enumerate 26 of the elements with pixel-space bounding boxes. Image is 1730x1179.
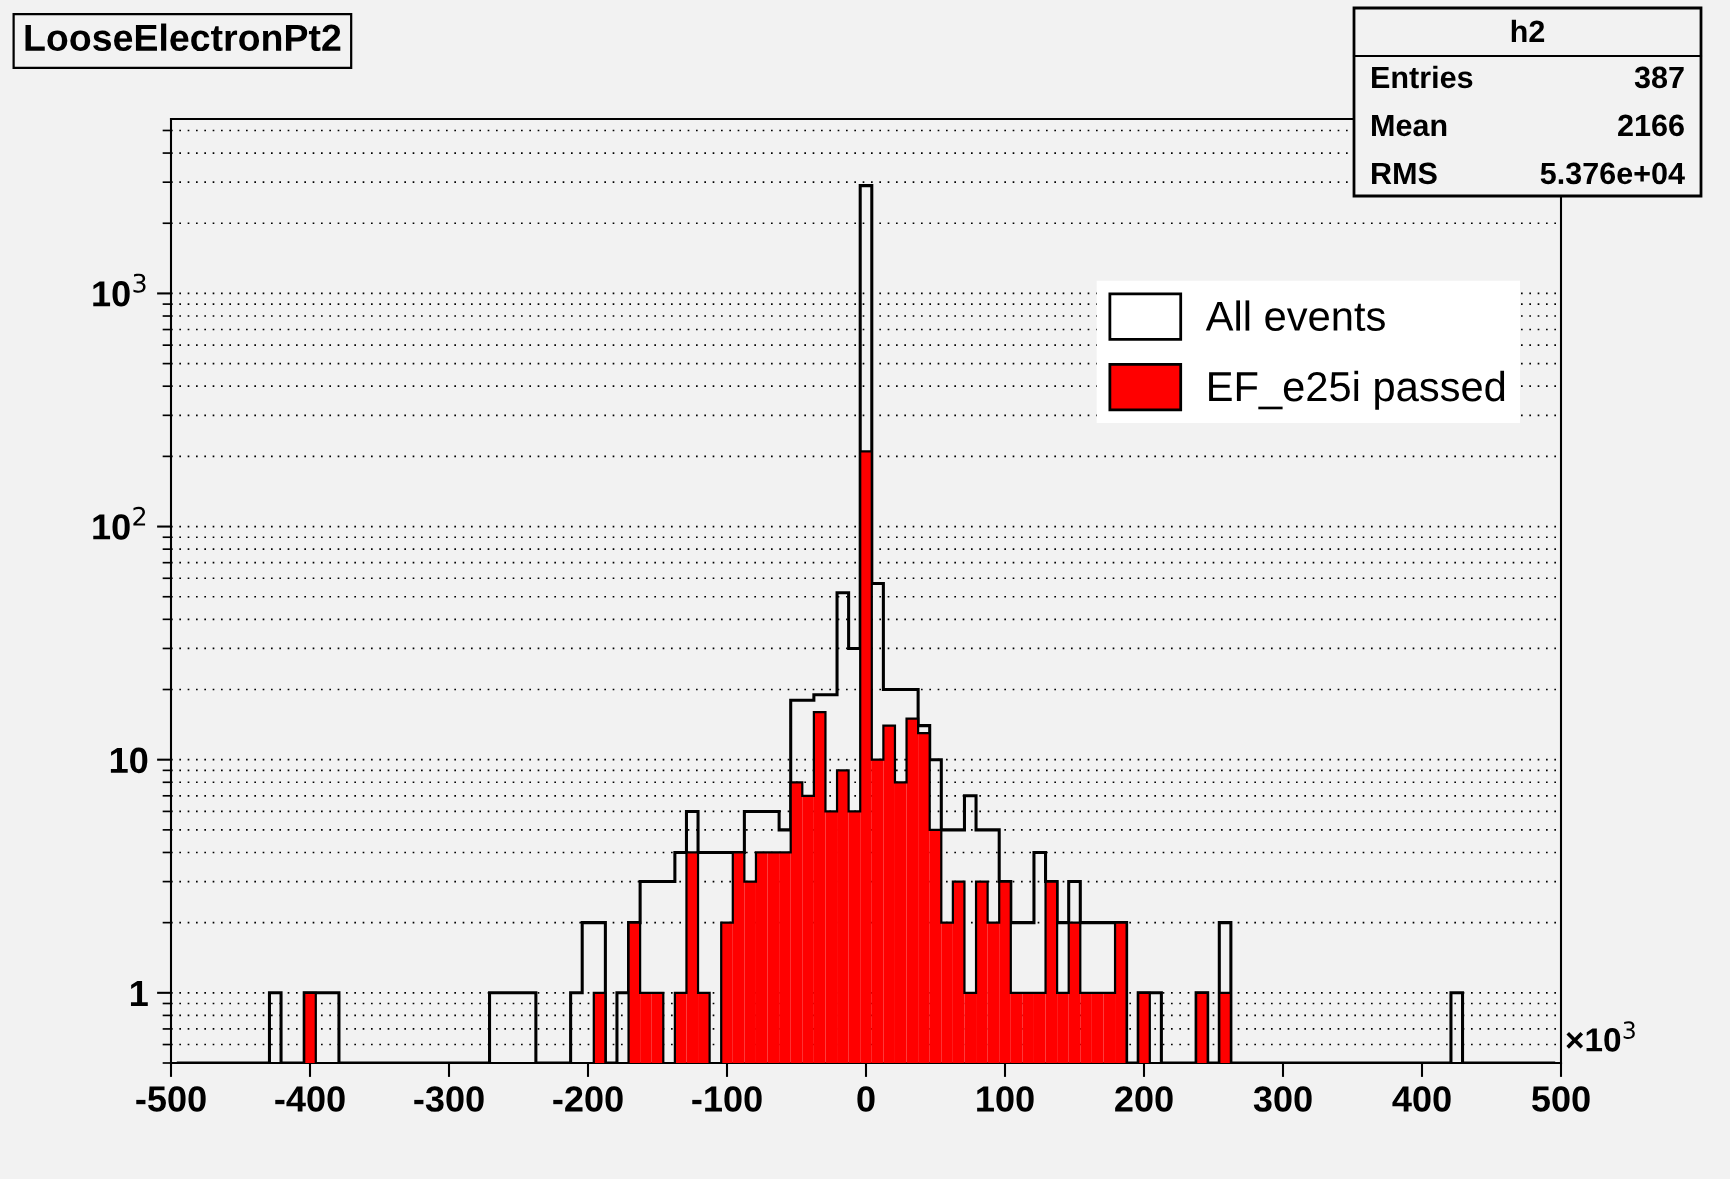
x-tick-label: 0 — [857, 1086, 875, 1112]
x-tick-label: -200 — [553, 1086, 623, 1112]
legend-label: All events — [1205, 300, 1385, 332]
y-tick-label: 10$^{3}$ — [93, 273, 146, 307]
chart-title: LooseElectronPt2 — [25, 23, 341, 52]
text: Entries — [1372, 65, 1473, 89]
text: h2 — [1511, 19, 1545, 42]
text: 387 — [1634, 66, 1684, 89]
text: 2166 — [1618, 114, 1684, 137]
y-tick-label: 1 — [130, 981, 148, 1006]
y-tick-label: 10$^{2}$ — [93, 506, 146, 540]
annotation: RMS — [1372, 162, 1437, 185]
x-tick-label: 400 — [1392, 1086, 1451, 1112]
x-tick-label: -500 — [136, 1086, 206, 1112]
annotation: Mean — [1372, 114, 1447, 137]
text: ×10$^{3}$ — [1566, 1021, 1635, 1052]
legend-label: EF_e25i passed — [1209, 370, 1505, 410]
x-tick-label: -300 — [414, 1086, 484, 1112]
x-tick-label: 500 — [1531, 1086, 1590, 1112]
x-tick-label: 200 — [1115, 1086, 1173, 1112]
y-tick-label: 10 — [110, 747, 148, 774]
x-tick-label: -400 — [275, 1086, 345, 1112]
x-tick-label: 300 — [1253, 1086, 1312, 1112]
x-tick-label: -100 — [692, 1086, 762, 1112]
annotation: 5.376e+04 — [1540, 162, 1685, 185]
x-tick-label: 100 — [977, 1086, 1034, 1112]
